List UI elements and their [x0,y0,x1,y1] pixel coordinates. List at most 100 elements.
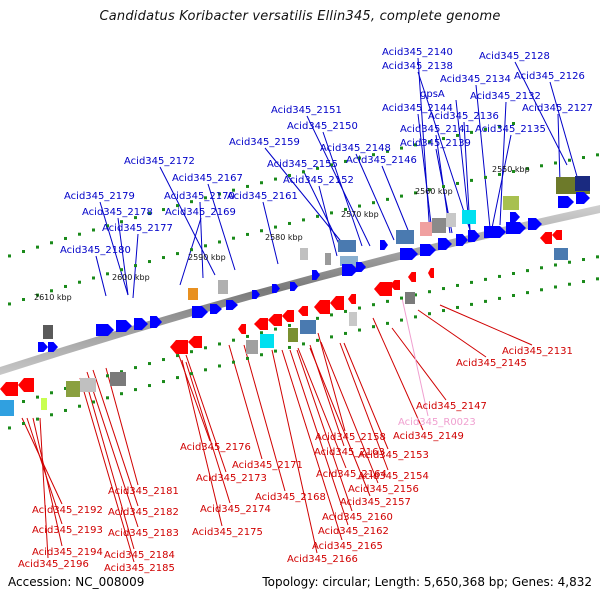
top-gene-label: Acid345_2179 [64,191,135,202]
tick-dot [260,331,263,335]
tick-dot [8,302,11,306]
top-leader-line [417,57,431,236]
tick-dot [288,345,291,349]
tick-dot [554,161,557,165]
tick-dot [64,408,67,412]
reverse-gene-arrow [282,310,294,322]
tick-dot [8,254,11,258]
tick-dot [442,137,445,141]
bottom-gene-label: Acid345_2154 [358,471,429,482]
top-gene-label: Acid345_2178 [82,207,153,218]
forward-gene-arrow [48,342,58,352]
bottom-leader-line [105,367,139,486]
tick-dot [176,376,179,380]
tick-dot [134,366,137,370]
top-gene-label: Acid345_2177 [102,223,173,234]
tick-dot [568,260,571,264]
tick-dot [22,422,25,426]
tick-dot [526,269,529,273]
tick-dot [456,133,459,137]
bottom-leader-line [317,332,346,432]
tick-dot [540,288,543,292]
top-gene-label: Acid345_2169 [165,207,236,218]
bottom-gene-label: Acid345_2192 [32,505,103,516]
top-gene-label: gpsA [420,89,445,100]
forward-gene-arrow [510,212,520,222]
map-title: Candidatus Koribacter versatilis Ellin34… [99,9,501,24]
tick-dot [8,426,11,430]
kbp-tick-label: 2600 kbp [112,273,150,282]
forward-gene-arrow [468,230,480,242]
top-gene-label: Acid345_2159 [229,137,300,148]
top-gene-label: Acid345_2134 [440,74,511,85]
tick-dot [428,290,431,294]
bottom-gene-label: Acid345_2175 [192,527,263,538]
top-gene-label: Acid345_2150 [287,121,358,132]
bottom-leader-line [401,297,429,417]
genome-summary: Topology: circular; Length: 5,650,368 bp… [262,575,592,589]
feature-tile [110,372,126,386]
tick-dot [190,350,193,354]
top-leader-line [322,131,363,247]
bottom-leader-line [297,347,347,469]
tick-dot [498,296,501,300]
gene-labels: Acid345_2140 Acid345_2128 Acid345_2138 Acid… [18,47,593,574]
bottom-gene-label: Acid345_R0023 [398,417,476,428]
tick-dot [36,245,39,249]
bottom-gene-label: Acid345_2165 [312,541,383,552]
feature-tile [300,248,308,260]
tick-dot [288,323,291,327]
feature-tile [446,213,456,227]
forward-gene-arrow [226,300,238,310]
tick-dot [330,211,333,215]
top-gene-label: Acid345_2152 [283,175,354,186]
tick-dot [162,208,165,212]
top-leader-line [355,153,395,241]
kbp-tick-label: 2560 kbp [415,187,453,196]
forward-gene-arrow [150,316,162,328]
gene-arrows [0,192,590,396]
tick-dot [414,143,417,147]
feature-tile [432,218,446,233]
top-gene-label: Acid345_2180 [60,245,131,256]
bottom-leader-line [177,352,211,442]
feature-tile [503,196,519,210]
reverse-gene-arrow [170,340,188,354]
tick-dot [50,241,53,245]
bottom-gene-label: Acid345_2166 [287,554,358,565]
tick-dot [260,181,263,185]
top-gene-label: Acid345_2144 [382,103,453,114]
tick-dot [36,417,39,421]
tick-dot [64,236,67,240]
bottom-leader-line [86,371,139,528]
bottom-gene-label: Acid345_2156 [348,484,419,495]
bottom-gene-label: Acid345_2168 [255,492,326,503]
tick-dot [330,163,333,167]
bottom-gene-label: Acid345_2193 [32,525,103,536]
tick-dot [484,277,487,281]
tick-dot [554,285,557,289]
tick-dot [386,299,389,303]
feature-tile [66,381,80,397]
tick-dot [526,167,529,171]
genome-axis [0,205,600,375]
bottom-gene-label: Acid345_2176 [180,442,251,453]
tick-dot [176,252,179,256]
top-gene-label: Acid345_2128 [479,51,550,62]
top-leader-line [549,81,579,181]
tick-dot [218,192,221,196]
feature-tile [41,398,47,410]
tick-dot [554,263,557,267]
top-leader-line [99,201,129,296]
reverse-gene-arrow [254,318,268,330]
tick-dot [386,321,389,325]
forward-gene-arrow [558,196,574,208]
bottom-gene-label: Acid345_2184 [104,550,175,561]
tick-dot [316,338,319,342]
tick-dot [288,173,291,177]
bottom-leader-line [281,349,343,541]
bottom-leader-line [417,309,487,358]
tick-dot [498,172,501,176]
tick-dot [274,349,277,353]
